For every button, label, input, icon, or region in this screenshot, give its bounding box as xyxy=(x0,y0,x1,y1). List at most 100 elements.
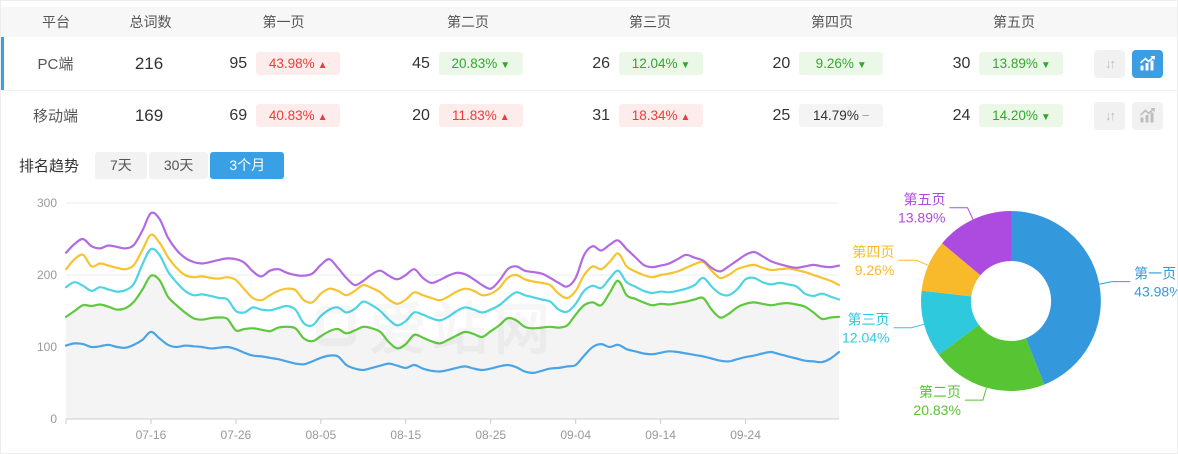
change-badge: 20.83% ▼ xyxy=(438,52,523,75)
donut-slice-第二页[interactable] xyxy=(938,324,1045,391)
sort-button[interactable]: ↓↑ xyxy=(1094,101,1126,130)
change-badge: 18.34% ▲ xyxy=(619,104,704,127)
down-arrow-icon: ▼ xyxy=(856,60,867,71)
page-4-cell: 20 9.26% ▼ xyxy=(734,52,914,75)
page-2-cell: 45 20.83% ▼ xyxy=(373,52,553,75)
header-platform: 平台 xyxy=(42,14,70,30)
header-page-2: 第二页 xyxy=(447,14,489,30)
table-body: PC端 216 95 43.98% ▲ 45 20.83% ▼ 26 12.04% ▼ … xyxy=(1,37,1177,140)
total-words-cell: 169 xyxy=(134,105,164,125)
page-count: 69 xyxy=(229,106,248,124)
tab-30-days[interactable]: 30天 xyxy=(148,151,209,179)
page-4-cell: 25 14.79% − xyxy=(734,104,914,127)
slice-name-label: 第五页 xyxy=(903,192,945,208)
down-arrow-icon: ▼ xyxy=(1040,112,1051,123)
trend-chart-button[interactable] xyxy=(1132,49,1164,78)
slice-pct-label: 9.26% xyxy=(855,262,895,278)
line-chart: 0 100 200 300 07-16 07-26 08-05 08-15 08-25 09-04… xyxy=(37,196,841,442)
header-total-words: 总词数 xyxy=(129,14,172,30)
down-arrow-icon: ▼ xyxy=(500,60,511,71)
change-badge: 13.89% ▼ xyxy=(979,52,1064,75)
page-3-cell: 26 12.04% ▼ xyxy=(553,52,733,75)
actions-cell: ↓↑ xyxy=(1094,101,1177,130)
page-1-cell: 69 40.83% ▲ xyxy=(188,104,373,127)
x-axis-label: 07-26 xyxy=(221,428,252,442)
up-arrow-icon: ▲ xyxy=(317,112,328,123)
header-page-5: 第五页 xyxy=(993,14,1035,30)
area-fill xyxy=(66,275,839,419)
label-leader-line xyxy=(898,259,929,266)
tab-3-months[interactable]: 3个月 xyxy=(210,151,285,179)
down-arrow-icon: ▼ xyxy=(1040,60,1051,71)
donut-slice-第三页[interactable] xyxy=(920,290,979,355)
donut-chart: 第一页 43.98% 第二页 20.83% 第三页 12.04% 第四页 9.26% 第五页 13… xyxy=(842,192,1178,418)
platform-cell: PC端 xyxy=(37,56,74,73)
slice-pct-label: 13.89% xyxy=(898,210,945,226)
change-badge: 14.79% − xyxy=(799,104,884,127)
y-axis-label: 300 xyxy=(37,196,57,210)
tab-7-days[interactable]: 7天 xyxy=(95,151,147,179)
x-axis-label: 09-24 xyxy=(730,428,761,442)
up-arrow-icon: ▲ xyxy=(680,112,691,123)
page-count: 30 xyxy=(952,54,971,72)
slice-pct-label: 20.83% xyxy=(913,402,960,418)
sort-arrows-icon: ↓↑ xyxy=(1105,108,1116,123)
donut-slice-第四页[interactable] xyxy=(921,243,981,297)
charts-area: 0 100 200 300 07-16 07-26 08-05 08-15 08-25 09-04… xyxy=(1,190,1178,453)
slice-name-label: 第一页 xyxy=(1134,266,1176,282)
page-count: 45 xyxy=(412,54,430,72)
slice-name-label: 第三页 xyxy=(848,312,890,328)
donut-slice-第一页[interactable] xyxy=(1011,211,1101,385)
total-words-cell: 216 xyxy=(134,53,164,73)
change-badge: 43.98% ▲ xyxy=(256,52,341,75)
trend-chart-icon xyxy=(1139,107,1156,124)
up-arrow-icon: ▲ xyxy=(317,60,328,71)
rank-trend-title: 排名趋势 xyxy=(19,157,80,175)
slice-pct-label: 12.04% xyxy=(842,330,889,346)
trend-tabs: 7天 30天 3个月 xyxy=(95,151,286,179)
actions-cell: ↓↑ xyxy=(1094,49,1177,78)
table-row[interactable]: 移动端 169 69 40.83% ▲ 20 11.83% ▲ 31 18.34% ▲ … xyxy=(1,91,1177,140)
label-leader-line xyxy=(964,387,987,401)
slice-name-label: 第二页 xyxy=(919,384,961,400)
label-leader-line xyxy=(949,207,974,220)
x-axis-label: 08-05 xyxy=(305,428,336,442)
x-axis-label: 07-16 xyxy=(136,428,167,442)
trend-line-series-green xyxy=(64,274,841,350)
change-badge: 40.83% ▲ xyxy=(256,104,341,127)
page-2-cell: 20 11.83% ▲ xyxy=(373,104,553,127)
trend-chart-button[interactable] xyxy=(1132,101,1164,130)
trend-line-series-purple xyxy=(64,211,841,290)
page-count: 24 xyxy=(952,106,971,124)
page-count: 20 xyxy=(772,54,791,72)
change-badge: 9.26% ▼ xyxy=(799,52,884,75)
up-arrow-icon: ▲ xyxy=(499,112,510,123)
sort-button[interactable]: ↓↑ xyxy=(1094,49,1126,78)
x-axis-label: 08-25 xyxy=(475,428,506,442)
x-axis-label: 09-14 xyxy=(645,428,676,442)
label-leader-line xyxy=(893,323,925,329)
change-badge: 14.20% ▼ xyxy=(979,104,1064,127)
y-axis-label: 100 xyxy=(37,340,57,354)
donut-slice-第五页[interactable] xyxy=(942,211,1011,276)
flat-arrow-icon: − xyxy=(861,108,870,123)
page-1-cell: 95 43.98% ▲ xyxy=(188,52,373,75)
trend-line-series-blue xyxy=(64,330,841,375)
page-5-cell: 24 14.20% ▼ xyxy=(914,104,1094,127)
slice-name-label: 第四页 xyxy=(852,244,894,260)
platform-cell: 移动端 xyxy=(32,108,78,125)
trend-line-series-yellow xyxy=(64,233,841,305)
slice-pct-label: 43.98% xyxy=(1134,284,1178,300)
trend-chart-icon xyxy=(1139,55,1156,72)
change-badge: 12.04% ▼ xyxy=(619,52,704,75)
trend-toolbar: 排名趋势 7天 30天 3个月 xyxy=(1,140,1177,190)
sort-arrows-icon: ↓↑ xyxy=(1105,56,1116,71)
header-page-3: 第三页 xyxy=(629,14,671,30)
page-count: 95 xyxy=(229,54,248,72)
page-count: 26 xyxy=(592,54,611,72)
table-row[interactable]: PC端 216 95 43.98% ▲ 45 20.83% ▼ 26 12.04% ▼ … xyxy=(1,37,1177,91)
page-count: 31 xyxy=(592,106,611,124)
y-axis-label: 200 xyxy=(37,268,57,282)
page-3-cell: 31 18.34% ▲ xyxy=(553,104,733,127)
